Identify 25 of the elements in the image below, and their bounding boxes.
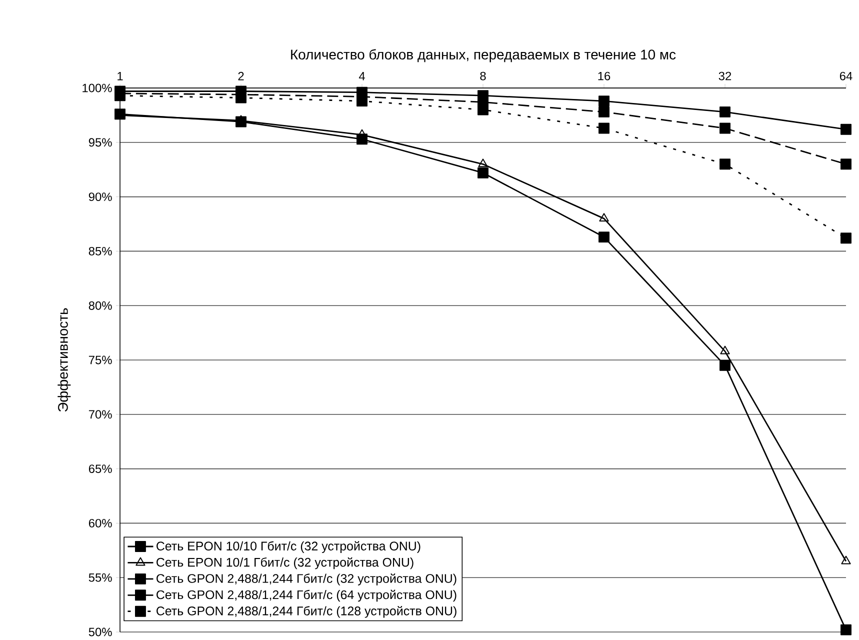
- legend-label: Сеть EPON 10/1 Гбит/с (32 устройства ONU): [156, 558, 414, 570]
- y-tick-label: 55%: [88, 574, 112, 582]
- y-tick-label: 100%: [82, 84, 112, 92]
- x-tick-label: 2: [238, 72, 244, 80]
- legend-label: Сеть EPON 10/10 Гбит/с (32 устройства ONU): [156, 541, 420, 554]
- y-tick-label: 70%: [88, 410, 112, 419]
- y-tick-label: 50%: [88, 628, 112, 636]
- y-axis-title: Эффективность: [58, 308, 71, 412]
- x-axis-title: Количество блоков данных, передаваемых в течение 10 мс: [291, 49, 676, 62]
- legend-label: Сеть GPON 2,488/1,244 Гбит/с (128 устройств ONU): [156, 606, 456, 618]
- x-tick-label: 16: [598, 72, 610, 80]
- x-tick-label: 1: [118, 72, 123, 80]
- y-tick-label: 65%: [88, 464, 112, 474]
- y-tick-label: 60%: [88, 519, 112, 528]
- x-tick-label: 32: [718, 72, 732, 80]
- y-tick-label: 85%: [88, 247, 112, 256]
- x-tick-label: 8: [480, 72, 486, 80]
- x-tick-label: 64: [840, 72, 852, 80]
- x-tick-label: 4: [358, 72, 365, 80]
- y-tick-label: 95%: [88, 138, 112, 147]
- legend-label: Сеть GPON 2,488/1,244 Гбит/с (32 устройства ONU): [156, 574, 456, 586]
- y-tick-label: 75%: [88, 356, 112, 364]
- y-tick-label: 80%: [88, 302, 112, 310]
- y-tick-label: 90%: [88, 192, 112, 202]
- legend-label: Сеть GPON 2,488/1,244 Гбит/с (64 устройства ONU): [156, 590, 456, 602]
